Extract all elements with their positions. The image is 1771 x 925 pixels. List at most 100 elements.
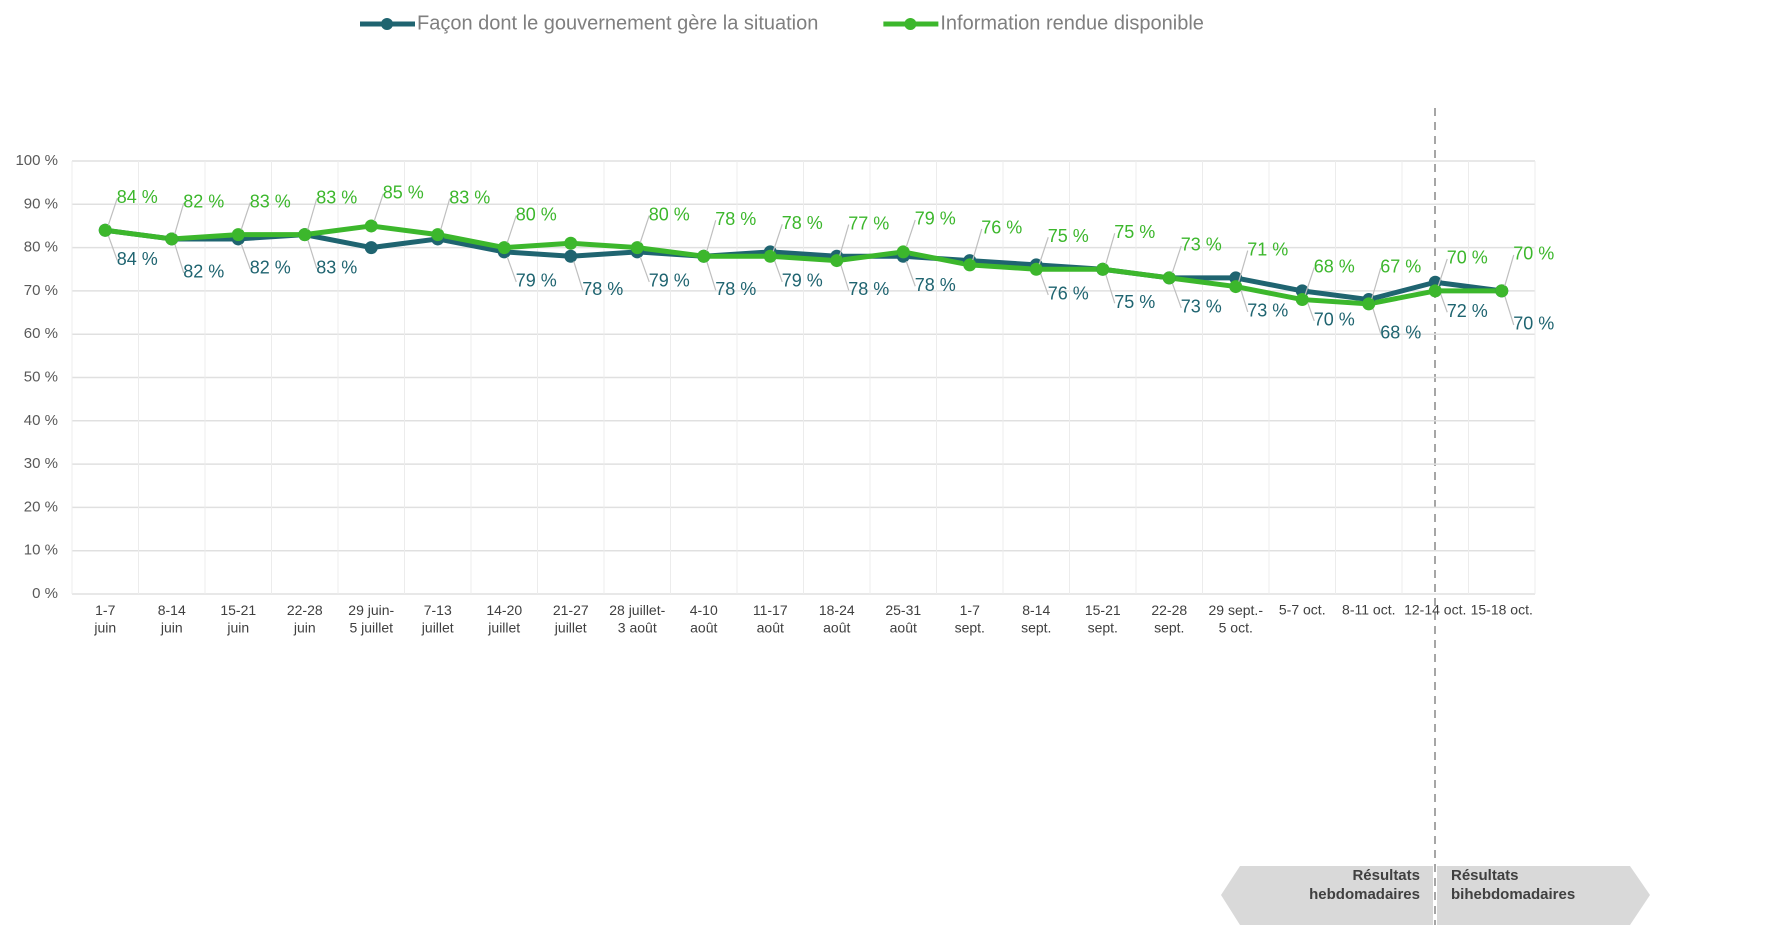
leader-line bbox=[706, 220, 717, 252]
data-label: 82 % bbox=[183, 262, 224, 282]
leader-line bbox=[107, 235, 118, 261]
x-tick-label: 14-20 juillet bbox=[486, 602, 522, 636]
leader-line bbox=[639, 215, 650, 243]
x-tick-label: 8-14 juin bbox=[158, 602, 186, 636]
leader-line bbox=[1038, 237, 1049, 265]
data-point bbox=[231, 228, 245, 242]
data-label: 79 % bbox=[782, 271, 823, 291]
data-label: 83 % bbox=[316, 257, 357, 277]
data-label: 75 % bbox=[1114, 292, 1155, 312]
leader-line bbox=[1371, 304, 1382, 334]
x-tick-label: 11-17 août bbox=[753, 602, 788, 636]
leader-line bbox=[1171, 282, 1182, 309]
series-line bbox=[104, 227, 1503, 303]
data-label: 78 % bbox=[715, 279, 756, 299]
x-tick-label: 15-21 sept. bbox=[1085, 602, 1121, 636]
leader-line bbox=[839, 261, 850, 291]
leader-line bbox=[174, 202, 185, 235]
leader-line bbox=[240, 202, 251, 230]
leader-line bbox=[1105, 233, 1116, 265]
leader-line bbox=[573, 261, 584, 291]
data-label: 73 % bbox=[1181, 297, 1222, 317]
data-point bbox=[98, 223, 112, 237]
x-tick-label: 21-27 juillet bbox=[553, 602, 589, 636]
data-point bbox=[763, 249, 777, 263]
leader-line bbox=[1171, 245, 1182, 274]
data-label: 84 % bbox=[117, 249, 158, 269]
data-label: 78 % bbox=[782, 213, 823, 233]
leader-line bbox=[107, 198, 118, 226]
annotation-arrow bbox=[1221, 866, 1433, 925]
data-point bbox=[1029, 262, 1043, 276]
leader-line bbox=[1437, 258, 1448, 287]
leader-line bbox=[440, 198, 451, 230]
x-tick-label: 29 juin-5 juillet bbox=[348, 602, 394, 636]
leader-line bbox=[307, 198, 318, 230]
leader-line bbox=[1038, 269, 1049, 296]
data-point bbox=[364, 241, 378, 255]
data-point bbox=[497, 241, 511, 255]
data-label: 82 % bbox=[250, 258, 291, 278]
data-label: 70 % bbox=[1513, 244, 1554, 264]
data-label: 68 % bbox=[1314, 256, 1355, 276]
y-tick-label: 90 % bbox=[24, 195, 58, 212]
leader-line bbox=[506, 256, 517, 283]
y-tick-label: 20 % bbox=[24, 498, 58, 515]
y-tick-label: 60 % bbox=[24, 325, 58, 342]
data-point bbox=[1229, 280, 1243, 294]
data-point bbox=[165, 232, 179, 246]
x-tick-label: 8-14 sept. bbox=[1021, 602, 1051, 636]
data-label: 78 % bbox=[715, 209, 756, 229]
data-point bbox=[1096, 262, 1110, 276]
x-tick-label: 15-21 juin bbox=[220, 602, 256, 636]
leader-line bbox=[307, 239, 318, 269]
leader-line bbox=[905, 261, 916, 287]
leader-line bbox=[1105, 274, 1116, 304]
legend-marker bbox=[904, 18, 917, 30]
leader-line bbox=[174, 243, 185, 274]
data-label: 84 % bbox=[117, 187, 158, 207]
x-tick-label: 25-31 août bbox=[885, 602, 921, 636]
y-tick-label: 10 % bbox=[24, 542, 58, 559]
y-tick-label: 0 % bbox=[32, 585, 58, 602]
annotation: Résultats hebdomadaires bbox=[1309, 867, 1420, 903]
x-tick-label: 28 juillet-3 août bbox=[609, 602, 665, 636]
data-point bbox=[1162, 271, 1176, 285]
data-label: 76 % bbox=[1048, 284, 1089, 304]
data-label: 70 % bbox=[1314, 310, 1355, 330]
leader-line bbox=[1304, 267, 1315, 295]
series-line bbox=[104, 223, 1502, 307]
leader-line bbox=[839, 224, 850, 256]
data-label: 70 % bbox=[1447, 248, 1488, 268]
data-label: 73 % bbox=[1181, 235, 1222, 255]
data-point bbox=[298, 228, 312, 242]
leader-line bbox=[706, 261, 717, 291]
y-tick-label: 30 % bbox=[24, 455, 58, 472]
data-point bbox=[1495, 284, 1509, 298]
x-tick-label: 12-14 oct. bbox=[1404, 602, 1466, 618]
data-label: 79 % bbox=[649, 271, 690, 291]
leader-line bbox=[1504, 254, 1515, 287]
data-label: 78 % bbox=[915, 275, 956, 295]
data-label: 79 % bbox=[516, 271, 557, 291]
y-tick-label: 80 % bbox=[24, 239, 58, 256]
x-tick-label: 22-28 sept. bbox=[1151, 602, 1187, 636]
x-tick-label: 4-10 août bbox=[690, 602, 718, 636]
data-label: 73 % bbox=[1247, 301, 1288, 321]
leader-line bbox=[1504, 295, 1515, 326]
annotation: Résultats bihebdomadaires bbox=[1451, 867, 1575, 903]
data-label: 68 % bbox=[1380, 322, 1421, 342]
data-point bbox=[963, 258, 977, 272]
data-point bbox=[630, 241, 644, 255]
data-label: 70 % bbox=[1513, 314, 1554, 334]
leader-line bbox=[1238, 250, 1249, 282]
data-label: 82 % bbox=[183, 192, 224, 212]
leader-line bbox=[972, 228, 983, 261]
data-label: 83 % bbox=[316, 187, 357, 207]
data-label: 80 % bbox=[649, 204, 690, 224]
data-point bbox=[1362, 297, 1376, 311]
data-label: 72 % bbox=[1447, 301, 1488, 321]
y-tick-label: 50 % bbox=[24, 368, 58, 385]
x-tick-label: 18-24 août bbox=[819, 602, 855, 636]
